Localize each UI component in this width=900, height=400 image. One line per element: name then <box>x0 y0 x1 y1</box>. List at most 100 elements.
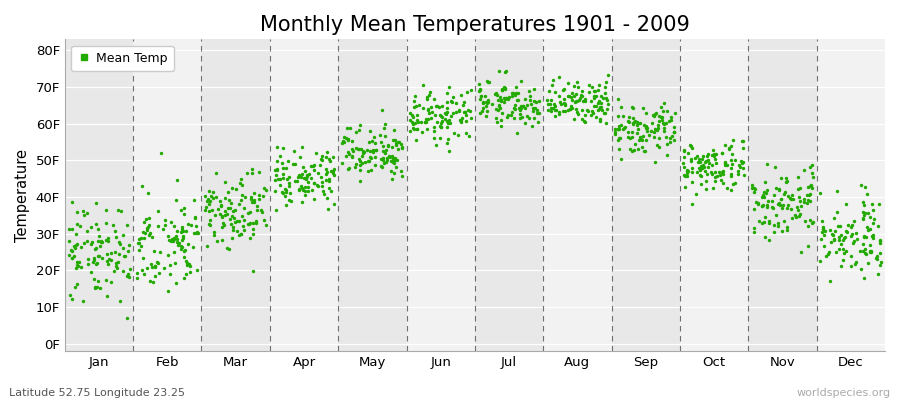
Point <box>311 182 326 189</box>
Point <box>676 159 690 166</box>
Point <box>376 124 391 131</box>
Point <box>698 168 712 174</box>
Point <box>522 97 536 104</box>
Point <box>446 130 461 136</box>
Point <box>593 115 608 122</box>
Point <box>747 189 761 196</box>
Point <box>522 115 536 122</box>
Point <box>771 200 786 207</box>
Point <box>452 107 466 113</box>
Point <box>473 96 488 102</box>
Point <box>99 277 113 283</box>
Point <box>62 252 77 258</box>
Point <box>282 180 296 186</box>
Point <box>163 271 177 278</box>
Point <box>223 205 238 212</box>
Point <box>584 98 598 104</box>
Point <box>581 108 596 114</box>
Point <box>562 92 576 99</box>
Point <box>374 164 389 170</box>
Point <box>459 130 473 136</box>
Point <box>294 174 309 180</box>
Point <box>664 117 679 123</box>
Point <box>374 139 389 146</box>
Point <box>611 112 625 119</box>
Point <box>866 220 880 226</box>
Point <box>569 98 583 104</box>
Point <box>106 268 121 274</box>
Point <box>646 112 661 118</box>
Bar <box>748 39 816 351</box>
Point <box>611 125 625 132</box>
Point <box>865 201 879 208</box>
Point <box>174 229 188 236</box>
Point <box>472 88 486 94</box>
Point <box>640 128 654 135</box>
Point <box>209 170 223 176</box>
Point <box>830 188 844 194</box>
Point <box>777 218 791 224</box>
Point <box>450 132 464 138</box>
Point <box>229 206 243 213</box>
Point <box>294 171 309 177</box>
Point <box>232 201 247 208</box>
Point <box>110 265 124 272</box>
Point <box>797 218 812 224</box>
Point <box>616 126 630 132</box>
Point <box>495 87 509 93</box>
Point <box>647 111 662 117</box>
Point <box>802 191 816 198</box>
Point <box>774 196 788 203</box>
Point <box>801 196 815 203</box>
Point <box>427 134 441 141</box>
Point <box>259 222 274 228</box>
Point <box>101 238 115 244</box>
Point <box>353 158 367 164</box>
Point <box>558 102 572 108</box>
Point <box>120 314 134 321</box>
Point <box>860 223 874 230</box>
Point <box>702 160 716 166</box>
Point <box>175 224 189 230</box>
Point <box>421 106 436 112</box>
Point <box>246 226 260 232</box>
Point <box>667 129 681 135</box>
Point <box>648 126 662 132</box>
Point <box>278 187 293 193</box>
Point <box>678 183 692 190</box>
Point <box>455 102 470 108</box>
Point <box>309 150 323 156</box>
Point <box>121 273 135 280</box>
Point <box>732 162 746 168</box>
Point <box>406 121 420 127</box>
Point <box>707 151 722 158</box>
Point <box>660 141 674 147</box>
Point <box>353 167 367 174</box>
Point <box>360 147 374 153</box>
Point <box>135 255 149 262</box>
Point <box>575 88 590 95</box>
Point <box>829 248 843 255</box>
Point <box>80 238 94 245</box>
Point <box>760 187 774 194</box>
Point <box>249 203 264 209</box>
Point <box>394 145 409 151</box>
Point <box>420 94 435 100</box>
Point <box>544 105 558 112</box>
Point <box>866 231 880 238</box>
Point <box>544 108 559 114</box>
Point <box>112 240 127 247</box>
Point <box>438 116 453 122</box>
Point <box>207 228 221 235</box>
Point <box>489 106 503 112</box>
Point <box>405 118 419 125</box>
Point <box>590 99 605 106</box>
Point <box>161 287 176 294</box>
Point <box>558 108 572 114</box>
Point <box>298 192 312 198</box>
Point <box>303 163 318 169</box>
Point <box>335 160 349 166</box>
Point <box>611 125 625 132</box>
Point <box>699 153 714 159</box>
Point <box>715 150 729 156</box>
